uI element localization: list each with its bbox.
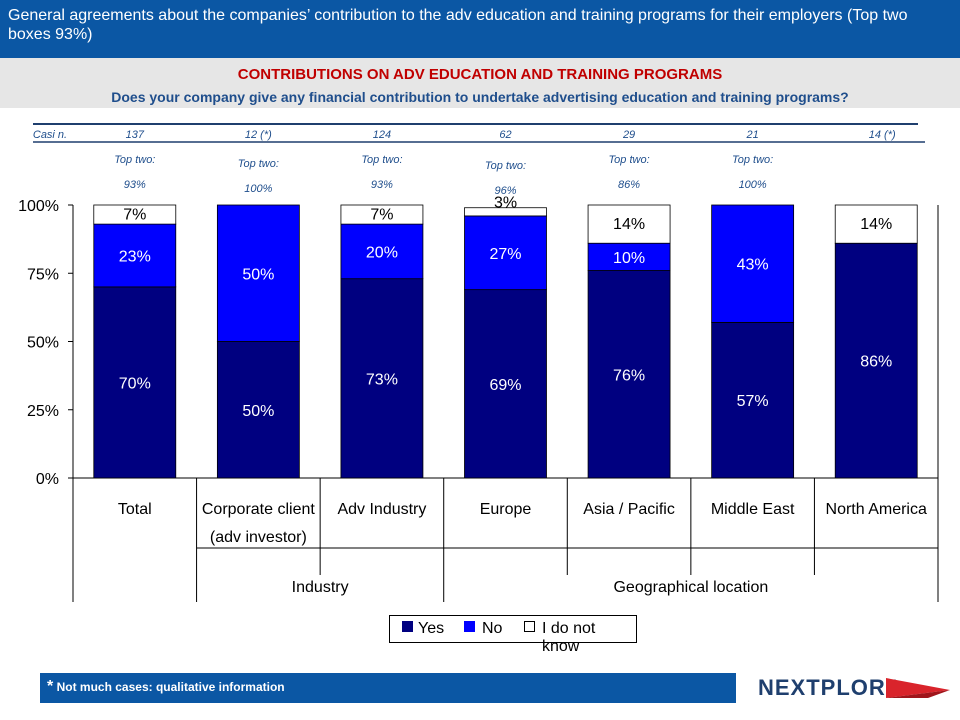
legend-swatch-yes [402,621,413,632]
page-title: General agreements about the companies’ … [8,7,908,43]
bar-segment-no [340,223,424,280]
cases-value: 21 [746,129,759,141]
bar-data-label: 70% [119,375,151,392]
bar-segment-yes [93,286,177,479]
top-two-label: Top two: [608,154,649,166]
survey-question: Does your company give any financial con… [111,89,849,105]
bar-data-label: 57% [737,393,769,410]
bar-segment-dont-know [340,204,424,225]
bar-data-label: 69% [489,377,521,394]
top-two-label: Top two: [238,158,279,170]
bar-segment-yes [216,341,300,479]
y-tick-label: 25% [27,403,59,420]
top-two-label: Top two: [732,154,773,166]
bar-data-label: 86% [860,354,892,371]
bar-segment-no [464,215,547,291]
category-label: Europe [480,501,532,518]
bar-data-label: 7% [123,207,146,224]
bar-segment-dont-know [834,204,918,244]
bar-segment-yes [340,278,424,479]
y-tick-label: 100% [18,198,59,215]
category-label: North America [826,501,927,518]
bar-segment-no [711,204,795,323]
logo-text: NEXTPLORA [758,675,903,700]
brand-logo: NEXTPLORA [758,672,958,702]
bar-data-label: 23% [119,249,151,266]
header-bar [0,0,960,58]
bar-segment-no [587,242,671,271]
y-tick-label: 0% [36,471,59,488]
top-two-label: Top two: [485,160,526,172]
bar-data-label: 73% [366,371,398,388]
bar-data-label: 20% [366,244,398,261]
category-label: (adv investor) [210,529,307,546]
cases-value: 12 (*) [245,129,272,141]
top-two-value: 93% [371,179,393,191]
legend-swatch-no [464,621,475,632]
logo-flag-icon [886,678,950,698]
top-two-value: 86% [618,179,640,191]
legend-label-dont-know: I do not know [542,620,596,655]
category-label: Middle East [711,501,795,518]
top-two-label: Top two: [114,154,155,166]
cases-value: 124 [373,129,391,141]
bar-data-label: 14% [613,216,645,233]
legend-swatch-dont-know [524,621,535,632]
footer-bar [40,673,736,703]
category-label: Total [118,501,152,518]
bar-data-label: 3% [494,195,517,212]
cases-label: Casi n. [33,129,67,141]
top-two-value: 100% [244,183,272,195]
top-two-value: 96% [494,185,516,197]
bar-data-label: 50% [242,266,274,283]
bar-data-label: 27% [489,246,521,263]
bar-segment-dont-know [93,204,177,225]
chart-section-title: CONTRIBUTIONS ON ADV EDUCATION AND TRAIN… [237,66,723,83]
bar-data-label: 76% [613,367,645,384]
subheader-band [0,58,960,108]
category-label: Asia / Pacific [583,501,675,518]
chart-legend: Yes No I do not know [389,615,637,655]
footer-star: * [47,678,54,695]
bar-segment-no [93,223,177,288]
footer-note: * Not much cases: qualitative informatio… [47,678,285,696]
bar-segment-no [216,204,300,342]
cases-value: 29 [622,129,635,141]
bar-segment-dont-know [464,207,547,217]
top-two-label: Top two: [361,154,402,166]
footer-note-text: Not much cases: qualitative information [56,680,285,694]
bar-segment-dont-know [587,204,671,244]
legend-label-yes: Yes [418,620,445,637]
top-two-value: 100% [739,179,767,191]
bar-data-label: 7% [370,207,393,224]
y-tick-label: 75% [27,266,59,283]
bar-segment-yes [587,270,671,479]
bar-segment-yes [834,242,918,479]
cases-value: 14 (*) [869,129,896,141]
group-label: Geographical location [613,579,768,596]
cases-value: 137 [126,129,145,141]
category-label: Corporate client [202,501,316,518]
category-label: Adv Industry [337,501,426,518]
bar-data-label: 14% [860,216,892,233]
bar-data-label: 43% [737,257,769,274]
y-tick-label: 50% [27,335,59,352]
group-label: Industry [292,579,349,596]
bar-data-label: 10% [613,250,645,267]
stacked-bar-chart: Casi n. 137 12 (*) 124 62 29 21 14 (*) Top two:… [18,123,939,602]
cases-value: 62 [499,129,511,141]
bar-data-label: 50% [242,403,274,420]
legend-label-no: No [482,620,503,637]
top-two-value: 93% [124,179,146,191]
